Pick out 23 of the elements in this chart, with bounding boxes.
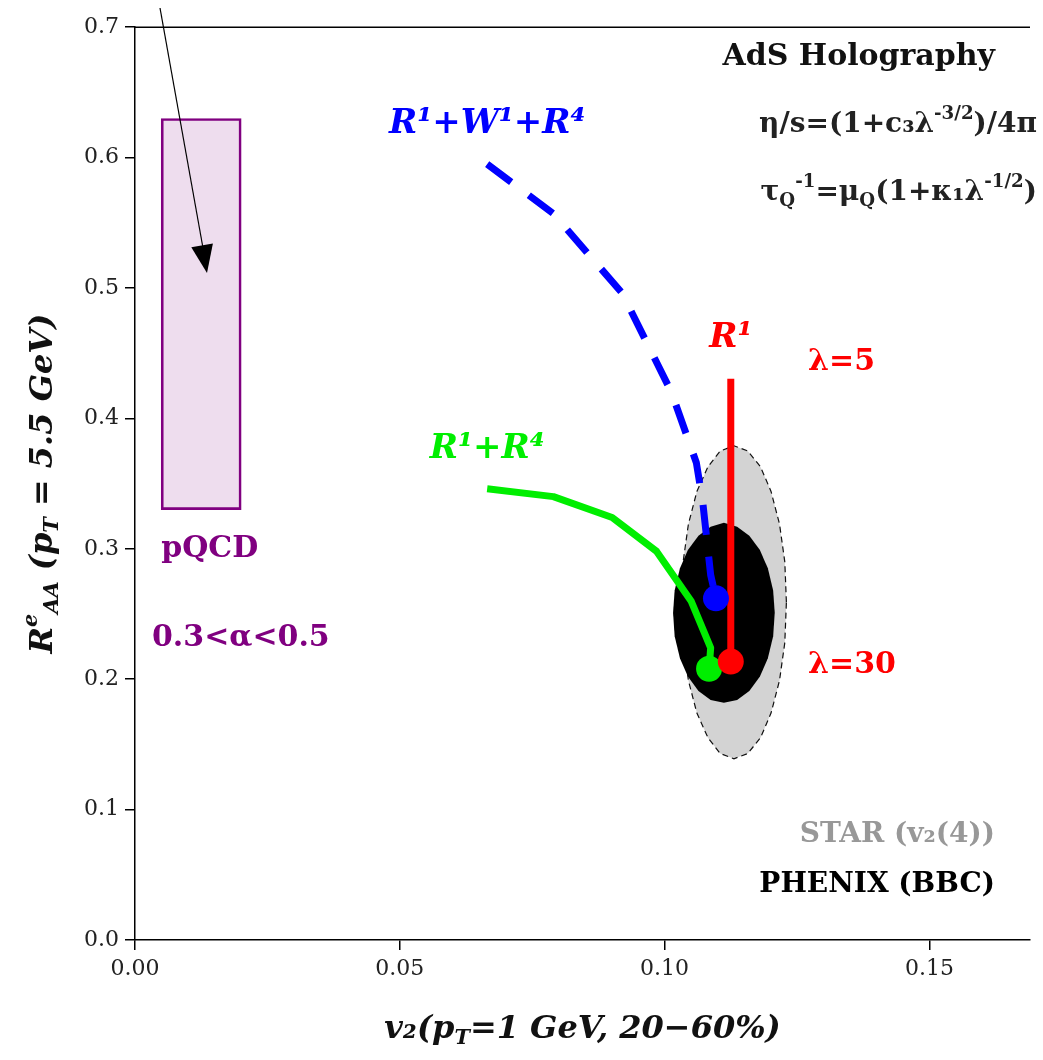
x-tick-label: 0.05 <box>375 954 425 980</box>
series-label: R¹ <box>708 315 753 356</box>
annotation: λ=30 <box>808 644 896 680</box>
y-tick-label: 0.4 <box>84 404 119 430</box>
y-tick-label: 0.1 <box>84 795 119 821</box>
y-tick-label: 0.0 <box>84 925 119 951</box>
text: STAR (v₂(4)) <box>799 816 996 850</box>
x-tick-label: 0.15 <box>904 954 954 980</box>
text: PHENIX (BBC) <box>759 866 996 900</box>
y-axis-title: ReAA (pT = 5.5 GeV) <box>17 313 64 655</box>
y-tick-label: 0.3 <box>84 534 119 560</box>
chart-title: AdS Holography <box>721 37 997 72</box>
y-tick-label: 0.6 <box>84 143 119 169</box>
annotation: λ=5 <box>808 341 876 377</box>
y-tick-label: 0.5 <box>84 273 119 299</box>
series-label: pQCD <box>161 529 259 565</box>
annotation: 0.3<α<0.5 <box>152 617 330 653</box>
series-label: R¹+W¹+R⁴ <box>388 100 586 141</box>
series-label: R¹+R⁴ <box>428 425 545 466</box>
y-tick-label: 0.2 <box>84 664 119 690</box>
y-tick-label: 0.7 <box>84 12 119 38</box>
x-tick-label: 0.10 <box>640 954 690 980</box>
x-tick-label: 0.00 <box>110 954 160 980</box>
